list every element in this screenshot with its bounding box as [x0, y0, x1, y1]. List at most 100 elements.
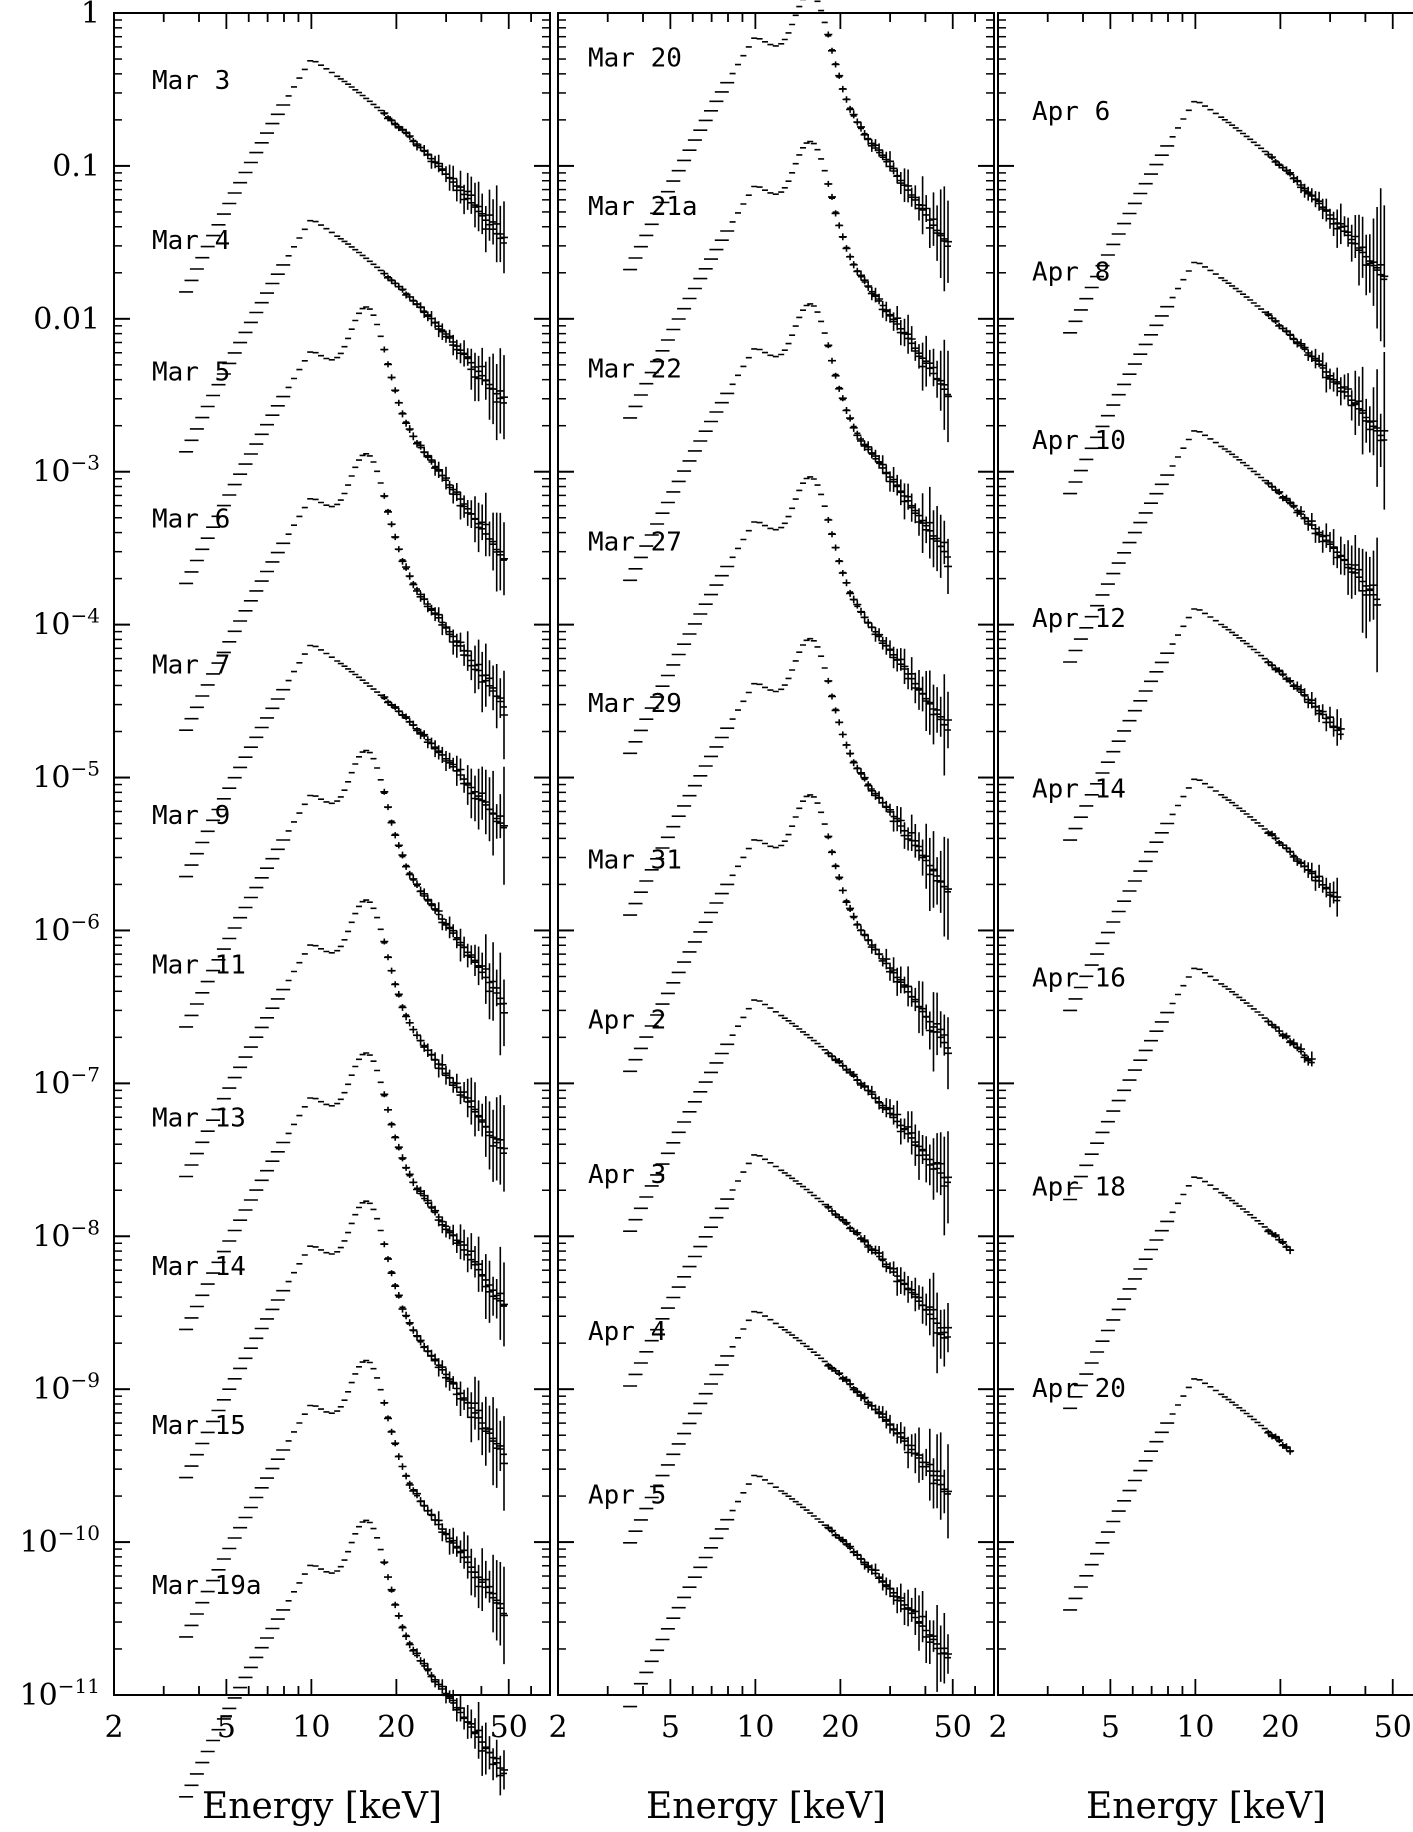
x-tick-label: 5	[661, 1710, 680, 1745]
spectrum-data	[623, 0, 952, 292]
x-tick-label: 10	[292, 1710, 330, 1745]
y-tick-label: 10−3	[32, 451, 100, 490]
y-tick-label: 10−5	[32, 757, 100, 796]
spectrum-label: Mar 9	[152, 801, 230, 831]
spectrum-mar-14: Mar 14	[152, 1200, 508, 1511]
spectrum-mar-7: Mar 7	[152, 644, 508, 885]
panel-2: 2 5 10 20 50 Energy [keV] Mar 20 Mar 21a Mar 22 M…	[548, 0, 995, 1827]
spectrum-data	[179, 899, 508, 1192]
y-tick-label: 10−4	[32, 604, 100, 643]
spectrum-mar-22: Mar 22	[588, 303, 952, 594]
spectrum-apr-6: Apr 6	[1032, 97, 1389, 348]
spectrum-apr-5: Apr 5	[588, 1474, 952, 1708]
x-tick-label: 50	[934, 1710, 972, 1745]
spectrum-label: Mar 27	[588, 527, 682, 557]
spectrum-data	[179, 1200, 508, 1511]
spectrum-apr-12: Apr 12	[1032, 604, 1345, 841]
y-tick-exponent: −7	[71, 1062, 100, 1086]
spectrum-data	[179, 644, 508, 885]
y-tick-base: 10	[32, 1372, 70, 1407]
spectrum-mar-27: Mar 27	[588, 476, 952, 776]
y-tick-exponent: −11	[58, 1674, 100, 1698]
x-axis-label: Energy [keV]	[202, 1786, 442, 1827]
x-axis-label: Energy [keV]	[1086, 1786, 1326, 1827]
y-tick-exponent: −10	[58, 1521, 100, 1545]
spectrum-apr-3: Apr 3	[588, 1154, 952, 1387]
spectrum-label: Mar 20	[588, 44, 682, 74]
spectrum-data	[623, 303, 952, 594]
y-tick-exponent: −3	[71, 451, 100, 475]
spectrum-apr-8: Apr 8	[1032, 258, 1389, 510]
spectrum-data	[623, 637, 952, 940]
spectrum-data	[179, 306, 508, 596]
spectrum-data	[1063, 608, 1345, 841]
spectrum-label: Apr 6	[1032, 97, 1110, 127]
spectrum-label: Apr 18	[1032, 1172, 1126, 1202]
spectrum-apr-14: Apr 14	[1032, 775, 1342, 1012]
spectrum-data	[623, 794, 952, 1090]
spectrum-data	[1063, 778, 1342, 1012]
panel-frame	[113, 12, 551, 1696]
y-tick-base: 10	[20, 1678, 58, 1713]
x-tick-label: 5	[1101, 1710, 1120, 1745]
panel-3: 2 5 10 20 50 Energy [keV] Apr 6 Apr 8 Apr 10 Apr …	[988, 12, 1413, 1827]
x-tick-label: 50	[1374, 1710, 1412, 1745]
y-tick-base: 10	[32, 608, 70, 643]
y-tick-exponent: −9	[71, 1368, 100, 1392]
spectrum-apr-18: Apr 18	[1032, 1172, 1295, 1410]
spectrum-label: Mar 11	[152, 951, 246, 981]
spectrum-data	[179, 453, 508, 760]
spectrum-data	[623, 999, 952, 1236]
x-tick-label: 20	[1261, 1710, 1299, 1745]
spectrum-mar-19a: Mar 19a	[152, 1519, 508, 1798]
y-tick-base: 10	[32, 455, 70, 490]
spectrum-mar-5: Mar 5	[152, 306, 508, 596]
spectrum-label: Mar 22	[588, 354, 682, 384]
spectrum-label: Mar 13	[152, 1104, 246, 1134]
spectrum-mar-15: Mar 15	[152, 1359, 508, 1665]
spectrum-label: Mar 21a	[588, 192, 698, 222]
y-tick-label: 10−8	[32, 1215, 100, 1254]
x-tick-label: 2	[988, 1710, 1007, 1745]
spectrum-label: Apr 2	[588, 1005, 666, 1035]
spectrum-label: Apr 12	[1032, 604, 1126, 634]
spectrum-data	[179, 1519, 508, 1798]
spectrum-apr-2: Apr 2	[588, 999, 952, 1236]
spectrum-mar-11: Mar 11	[152, 899, 508, 1192]
panel-frame	[997, 12, 1413, 1696]
spectrum-label: Apr 16	[1032, 964, 1126, 994]
spectrum-label: Mar 7	[152, 651, 230, 681]
spectrum-mar-21a: Mar 21a	[588, 140, 952, 443]
spectrum-data	[1063, 967, 1316, 1201]
y-tick-label: 10−11	[20, 1674, 100, 1713]
spectrum-data	[1063, 1378, 1295, 1611]
spectrum-label: Mar 14	[152, 1252, 246, 1282]
x-tick-label: 10	[1176, 1710, 1214, 1745]
spectrum-data	[1063, 430, 1382, 673]
spectrum-data	[623, 1154, 952, 1387]
y-tick-exponent: −5	[71, 757, 100, 781]
spectrum-mar-13: Mar 13	[152, 1052, 508, 1347]
spectrum-label: Apr 14	[1032, 775, 1126, 805]
y-tick-exponent: −6	[71, 909, 100, 933]
x-tick-label: 10	[736, 1710, 774, 1745]
spectrum-label: Mar 6	[152, 504, 230, 534]
spectrum-label: Apr 4	[588, 1317, 666, 1347]
panel-frame	[557, 12, 995, 1696]
spectrum-data	[179, 749, 508, 1056]
spectrum-label: Apr 8	[1032, 258, 1110, 288]
spectrum-mar-29: Mar 29	[588, 637, 952, 940]
spectrum-mar-9: Mar 9	[152, 749, 508, 1056]
y-tick-label: 1	[81, 0, 100, 31]
spectrum-data	[623, 476, 952, 776]
spectrum-label: Mar 29	[588, 689, 682, 719]
y-tick-label: 0.1	[52, 149, 100, 184]
spectrum-label: Mar 4	[152, 226, 230, 256]
spectrum-apr-16: Apr 16	[1032, 964, 1316, 1201]
spectrum-label: Mar 31	[588, 845, 682, 875]
y-tick-base: 10	[32, 913, 70, 948]
spectrum-label: Mar 15	[152, 1411, 246, 1441]
spectrum-data	[1063, 100, 1389, 348]
